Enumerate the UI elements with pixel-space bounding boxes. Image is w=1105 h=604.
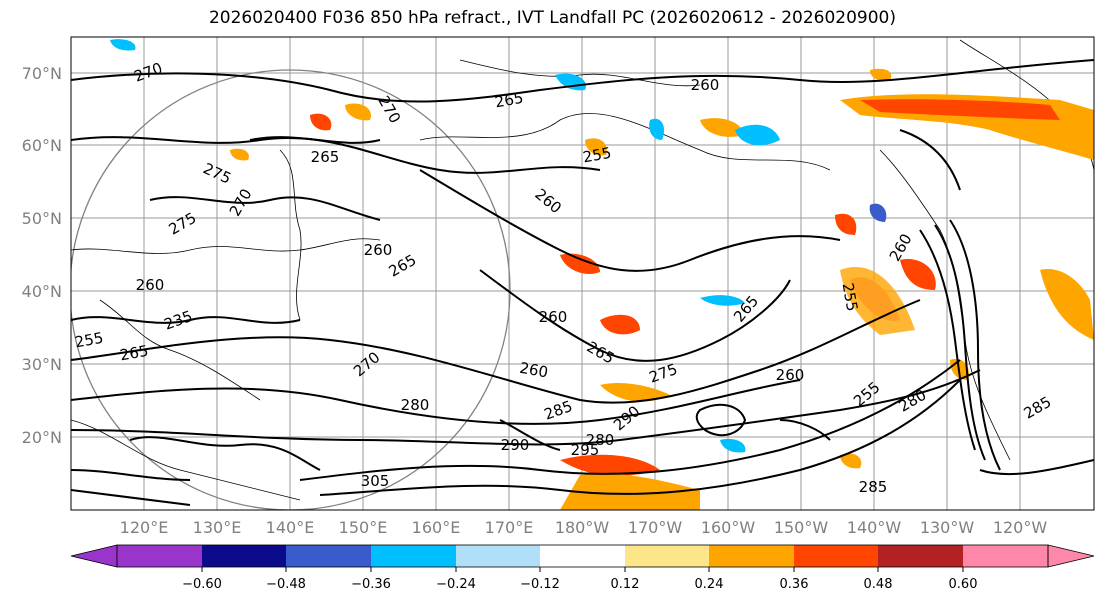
contour-label: 260 — [136, 276, 165, 294]
contour-label: 255 — [73, 329, 104, 352]
contour-label: 265 — [493, 89, 524, 112]
contour-label: 255 — [581, 144, 612, 167]
colorbar-segment — [202, 545, 286, 567]
lat-label: 60°N — [22, 136, 62, 155]
colorbar-segment — [963, 545, 1048, 567]
contour-label: 280 — [586, 431, 615, 449]
latitude-labels: 70°N 60°N 50°N 40°N 30°N 20°N — [22, 64, 62, 447]
colorbar-segment — [286, 545, 371, 567]
colorbar-extend-min — [70, 544, 118, 568]
contour-label: 290 — [501, 436, 530, 454]
lon-label: 130°E — [193, 518, 242, 537]
lon-label: 170°E — [485, 518, 534, 537]
lat-label: 70°N — [22, 64, 62, 83]
lat-label: 40°N — [22, 282, 62, 301]
lon-label: 120°W — [993, 518, 1048, 537]
lat-label: 20°N — [22, 428, 62, 447]
longitude-labels: 120°E 130°E 140°E 150°E 160°E 170°E 180°W 170°W… — [120, 518, 1048, 537]
lon-label: 180°W — [555, 518, 610, 537]
colorbar-tick-label: 0.36 — [780, 577, 809, 592]
refractivity-contours — [71, 59, 1094, 506]
colorbar-tick-label: −0.36 — [351, 577, 391, 592]
lon-label: 130°W — [920, 518, 975, 537]
colorbar-segment — [456, 545, 540, 567]
lon-label: 140°W — [847, 518, 902, 537]
ivt-shading — [110, 39, 1094, 510]
map-frame — [70, 36, 1095, 511]
colorbar-tick-label: −0.12 — [520, 577, 560, 592]
colorbar-segment — [625, 545, 709, 567]
colorbar-tick-label: −0.60 — [182, 577, 222, 592]
colorbar-segment — [709, 545, 794, 567]
colorbar-tick-label: 0.24 — [695, 577, 724, 592]
contour-label: 265 — [118, 342, 149, 365]
colorbar-tick-label: −0.24 — [436, 577, 476, 592]
colorbar-segment — [794, 545, 878, 567]
colorbar-segment — [878, 545, 963, 567]
colorbar-extend-max — [1047, 544, 1095, 568]
lon-label: 150°E — [339, 518, 388, 537]
lat-label: 50°N — [22, 209, 62, 228]
map-title: 2026020400 F036 850 hPa refract., IVT La… — [208, 8, 896, 28]
contour-label: 280 — [401, 396, 430, 414]
contour-label: 305 — [361, 472, 390, 490]
contour-label: 260 — [691, 76, 720, 94]
lon-label: 160°W — [701, 518, 756, 537]
colorbar-tick-label: 0.60 — [949, 577, 978, 592]
contour-label: 260 — [776, 366, 805, 384]
colorbar-tick-label: 0.48 — [864, 577, 893, 592]
colorbar: −0.60 −0.48 −0.36 −0.24 −0.12 0.12 0.24 0.36 0.4… — [70, 544, 1095, 592]
lon-label: 140°E — [266, 518, 315, 537]
colorbar-segment — [371, 545, 456, 567]
colorbar-tick-label: −0.48 — [266, 577, 306, 592]
lat-label: 30°N — [22, 355, 62, 374]
lon-label: 120°E — [120, 518, 169, 537]
contour-label: 265 — [311, 148, 340, 166]
range-circle — [71, 69, 511, 510]
contour-label: 260 — [539, 308, 568, 326]
colorbar-segment — [117, 545, 202, 567]
contour-label: 260 — [364, 241, 393, 259]
contour-label: 260 — [518, 359, 549, 382]
contour-label: 295 — [571, 441, 600, 459]
lon-label: 160°E — [412, 518, 461, 537]
colorbar-segment — [540, 545, 625, 567]
colorbar-tick-label: 0.12 — [611, 577, 640, 592]
contour-label: 255 — [839, 281, 862, 312]
lon-label: 150°W — [774, 518, 829, 537]
contour-label: 285 — [859, 478, 888, 496]
lon-label: 170°W — [628, 518, 683, 537]
